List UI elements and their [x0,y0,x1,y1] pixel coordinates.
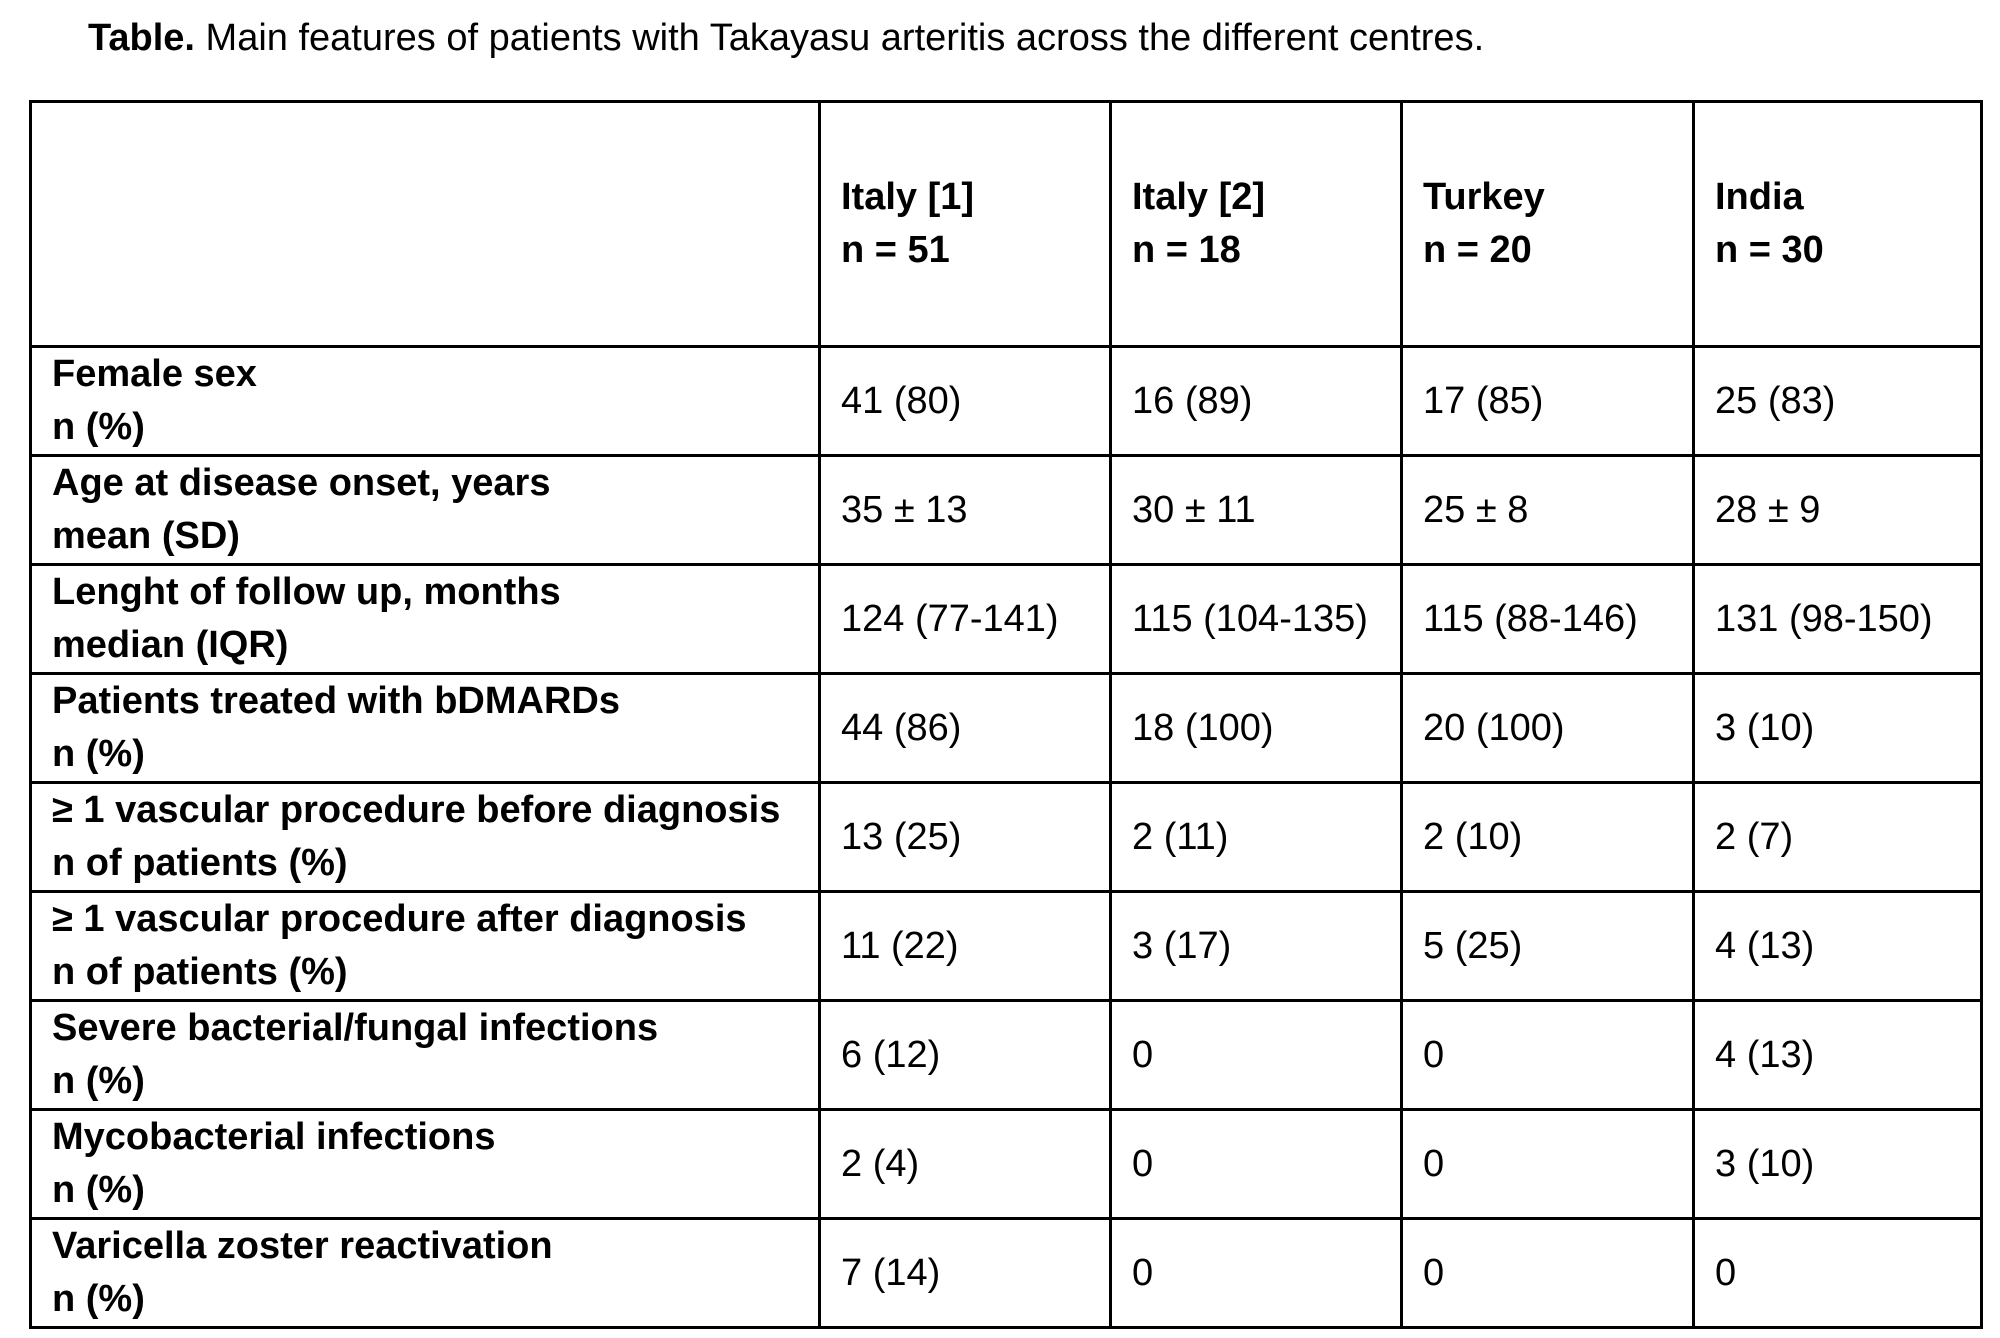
value-cell: 28 ± 9 [1692,454,1983,566]
column-header-count: n = 20 [1423,229,1532,271]
table-row: ≥ 1 vascular procedure before diagnosis n… [29,781,1983,893]
feature-cell: ≥ 1 vascular procedure after diagnosis n … [29,890,821,1002]
feature-name: Severe bacterial/fungal infections [52,1007,659,1049]
value-cell: 13 (25) [818,781,1112,893]
caption-text: Main features of patients with Takayasu … [195,17,1485,59]
value-cell: 17 (85) [1400,345,1695,457]
feature-measure: n (%) [52,1169,145,1211]
value-cell: 3 (17) [1109,890,1403,1002]
header-row: Italy [1] n = 51 Italy [2] n = 18 Turkey n … [29,100,1983,348]
feature-measure: n of patients (%) [52,951,348,993]
feature-cell: Female sex n (%) [29,345,821,457]
value-cell: 20 (100) [1400,672,1695,784]
value-cell: 5 (25) [1400,890,1695,1002]
value-cell: 115 (104-135) [1109,563,1403,675]
value-cell: 3 (10) [1692,672,1983,784]
column-header-name: Turkey [1423,176,1545,218]
value-cell: 11 (22) [818,890,1112,1002]
table-row: Severe bacterial/fungal infections n (%) … [29,999,1983,1111]
value-cell: 41 (80) [818,345,1112,457]
table-row: Varicella zoster reactivation n (%) 7 (14… [29,1217,1983,1329]
value-cell: 44 (86) [818,672,1112,784]
feature-cell: Mycobacterial infections n (%) [29,1108,821,1220]
value-cell: 2 (10) [1400,781,1695,893]
value-cell: 7 (14) [818,1217,1112,1329]
value-cell: 124 (77-141) [818,563,1112,675]
feature-measure: n (%) [52,733,145,775]
column-header-count: n = 18 [1132,229,1241,271]
column-header-name: Italy [1] [841,176,975,218]
feature-measure: mean (SD) [52,515,240,557]
value-cell: 2 (7) [1692,781,1983,893]
feature-name: ≥ 1 vascular procedure after diagnosis [52,898,747,940]
feature-cell: ≥ 1 vascular procedure before diagnosis n… [29,781,821,893]
feature-cell: Patients treated with bDMARDs n (%) [29,672,821,784]
column-header: Italy [1] n = 51 [818,100,1112,348]
feature-cell: Lenght of follow up, months median (IQR) [29,563,821,675]
feature-name: Patients treated with bDMARDs [52,680,620,722]
value-cell: 25 ± 8 [1400,454,1695,566]
value-cell: 16 (89) [1109,345,1403,457]
value-cell: 0 [1400,1217,1695,1329]
column-header-name: Italy [2] [1132,176,1266,218]
value-cell: 4 (13) [1692,999,1983,1111]
feature-measure: n (%) [52,406,145,448]
table-row: Age at disease onset, years mean (SD) 35 … [29,454,1983,566]
value-cell: 2 (4) [818,1108,1112,1220]
feature-name: ≥ 1 vascular procedure before diagnosis [52,789,781,831]
value-cell: 25 (83) [1692,345,1983,457]
value-cell: 115 (88-146) [1400,563,1695,675]
feature-cell: Varicella zoster reactivation n (%) [29,1217,821,1329]
value-cell: 35 ± 13 [818,454,1112,566]
feature-measure: median (IQR) [52,624,289,666]
table-row: ≥ 1 vascular procedure after diagnosis n … [29,890,1983,1002]
column-header-name: India [1715,176,1804,218]
column-header: Italy [2] n = 18 [1109,100,1403,348]
value-cell: 4 (13) [1692,890,1983,1002]
value-cell: 0 [1109,999,1403,1111]
column-header-count: n = 51 [841,229,950,271]
column-header: India n = 30 [1692,100,1983,348]
feature-name: Mycobacterial infections [52,1116,496,1158]
feature-measure: n (%) [52,1278,145,1320]
feature-name: Lenght of follow up, months [52,571,561,613]
value-cell: 3 (10) [1692,1108,1983,1220]
table-row: Female sex n (%) 41 (80) 16 (89) 17 (85) … [29,345,1983,457]
patient-features-table: Italy [1] n = 51 Italy [2] n = 18 Turkey n … [29,100,1983,1329]
value-cell: 18 (100) [1109,672,1403,784]
column-header: Turkey n = 20 [1400,100,1695,348]
value-cell: 6 (12) [818,999,1112,1111]
feature-name: Female sex [52,353,257,395]
column-header-count: n = 30 [1715,229,1824,271]
value-cell: 30 ± 11 [1109,454,1403,566]
feature-cell: Severe bacterial/fungal infections n (%) [29,999,821,1111]
feature-name: Age at disease onset, years [52,462,551,504]
feature-measure: n of patients (%) [52,842,348,884]
feature-cell: Age at disease onset, years mean (SD) [29,454,821,566]
value-cell: 0 [1400,1108,1695,1220]
table-row: Patients treated with bDMARDs n (%) 44 (8… [29,672,1983,784]
value-cell: 0 [1692,1217,1983,1329]
feature-measure: n (%) [52,1060,145,1102]
value-cell: 0 [1109,1217,1403,1329]
table-row: Mycobacterial infections n (%) 2 (4) 0 0 … [29,1108,1983,1220]
caption-label: Table. [88,17,195,59]
table-caption: Table. Main features of patients with Ta… [88,12,1484,64]
value-cell: 0 [1109,1108,1403,1220]
table-row: Lenght of follow up, months median (IQR) … [29,563,1983,675]
value-cell: 2 (11) [1109,781,1403,893]
value-cell: 131 (98-150) [1692,563,1983,675]
feature-name: Varicella zoster reactivation [52,1225,553,1267]
value-cell: 0 [1400,999,1695,1111]
header-corner-cell [29,100,821,348]
